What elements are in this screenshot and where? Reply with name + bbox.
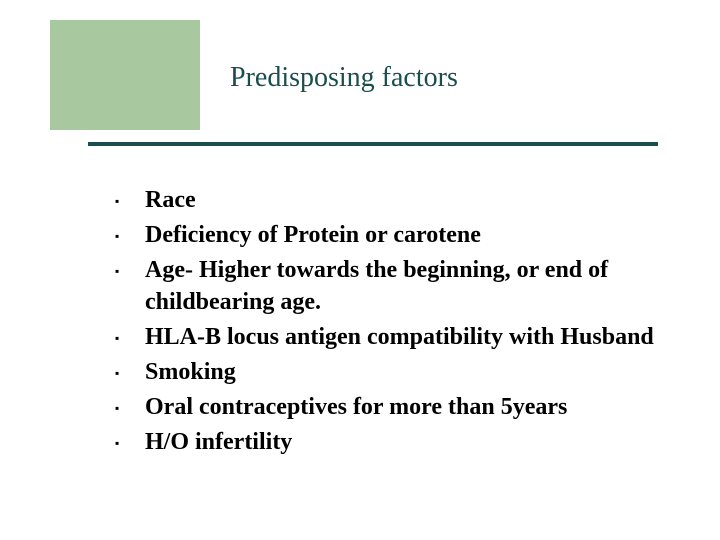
list-item: ▪ Race (115, 185, 670, 216)
divider-line (88, 142, 658, 146)
list-item: ▪ Deficiency of Protein or carotene (115, 220, 670, 251)
list-item-text: Oral contraceptives for more than 5years (145, 392, 567, 423)
bullet-list: ▪ Race ▪ Deficiency of Protein or carote… (115, 185, 670, 463)
list-item-text: Deficiency of Protein or carotene (145, 220, 481, 251)
list-item-text: Smoking (145, 357, 236, 388)
bullet-icon: ▪ (115, 229, 123, 244)
accent-box (50, 20, 200, 130)
list-item-text: HLA-B locus antigen compatibility with H… (145, 322, 654, 353)
slide-title: Predisposing factors (230, 62, 458, 94)
bullet-icon: ▪ (115, 401, 123, 416)
list-item: ▪ HLA-B locus antigen compatibility with… (115, 322, 670, 353)
list-item: ▪ H/O infertility (115, 427, 670, 458)
list-item-text: Age- Higher towards the beginning, or en… (145, 255, 670, 317)
list-item: ▪ Age- Higher towards the beginning, or … (115, 255, 670, 317)
bullet-icon: ▪ (115, 194, 123, 209)
list-item: ▪ Oral contraceptives for more than 5yea… (115, 392, 670, 423)
list-item-text: H/O infertility (145, 427, 292, 458)
bullet-icon: ▪ (115, 264, 123, 279)
list-item: ▪ Smoking (115, 357, 670, 388)
bullet-icon: ▪ (115, 331, 123, 346)
bullet-icon: ▪ (115, 366, 123, 381)
bullet-icon: ▪ (115, 436, 123, 451)
list-item-text: Race (145, 185, 196, 216)
